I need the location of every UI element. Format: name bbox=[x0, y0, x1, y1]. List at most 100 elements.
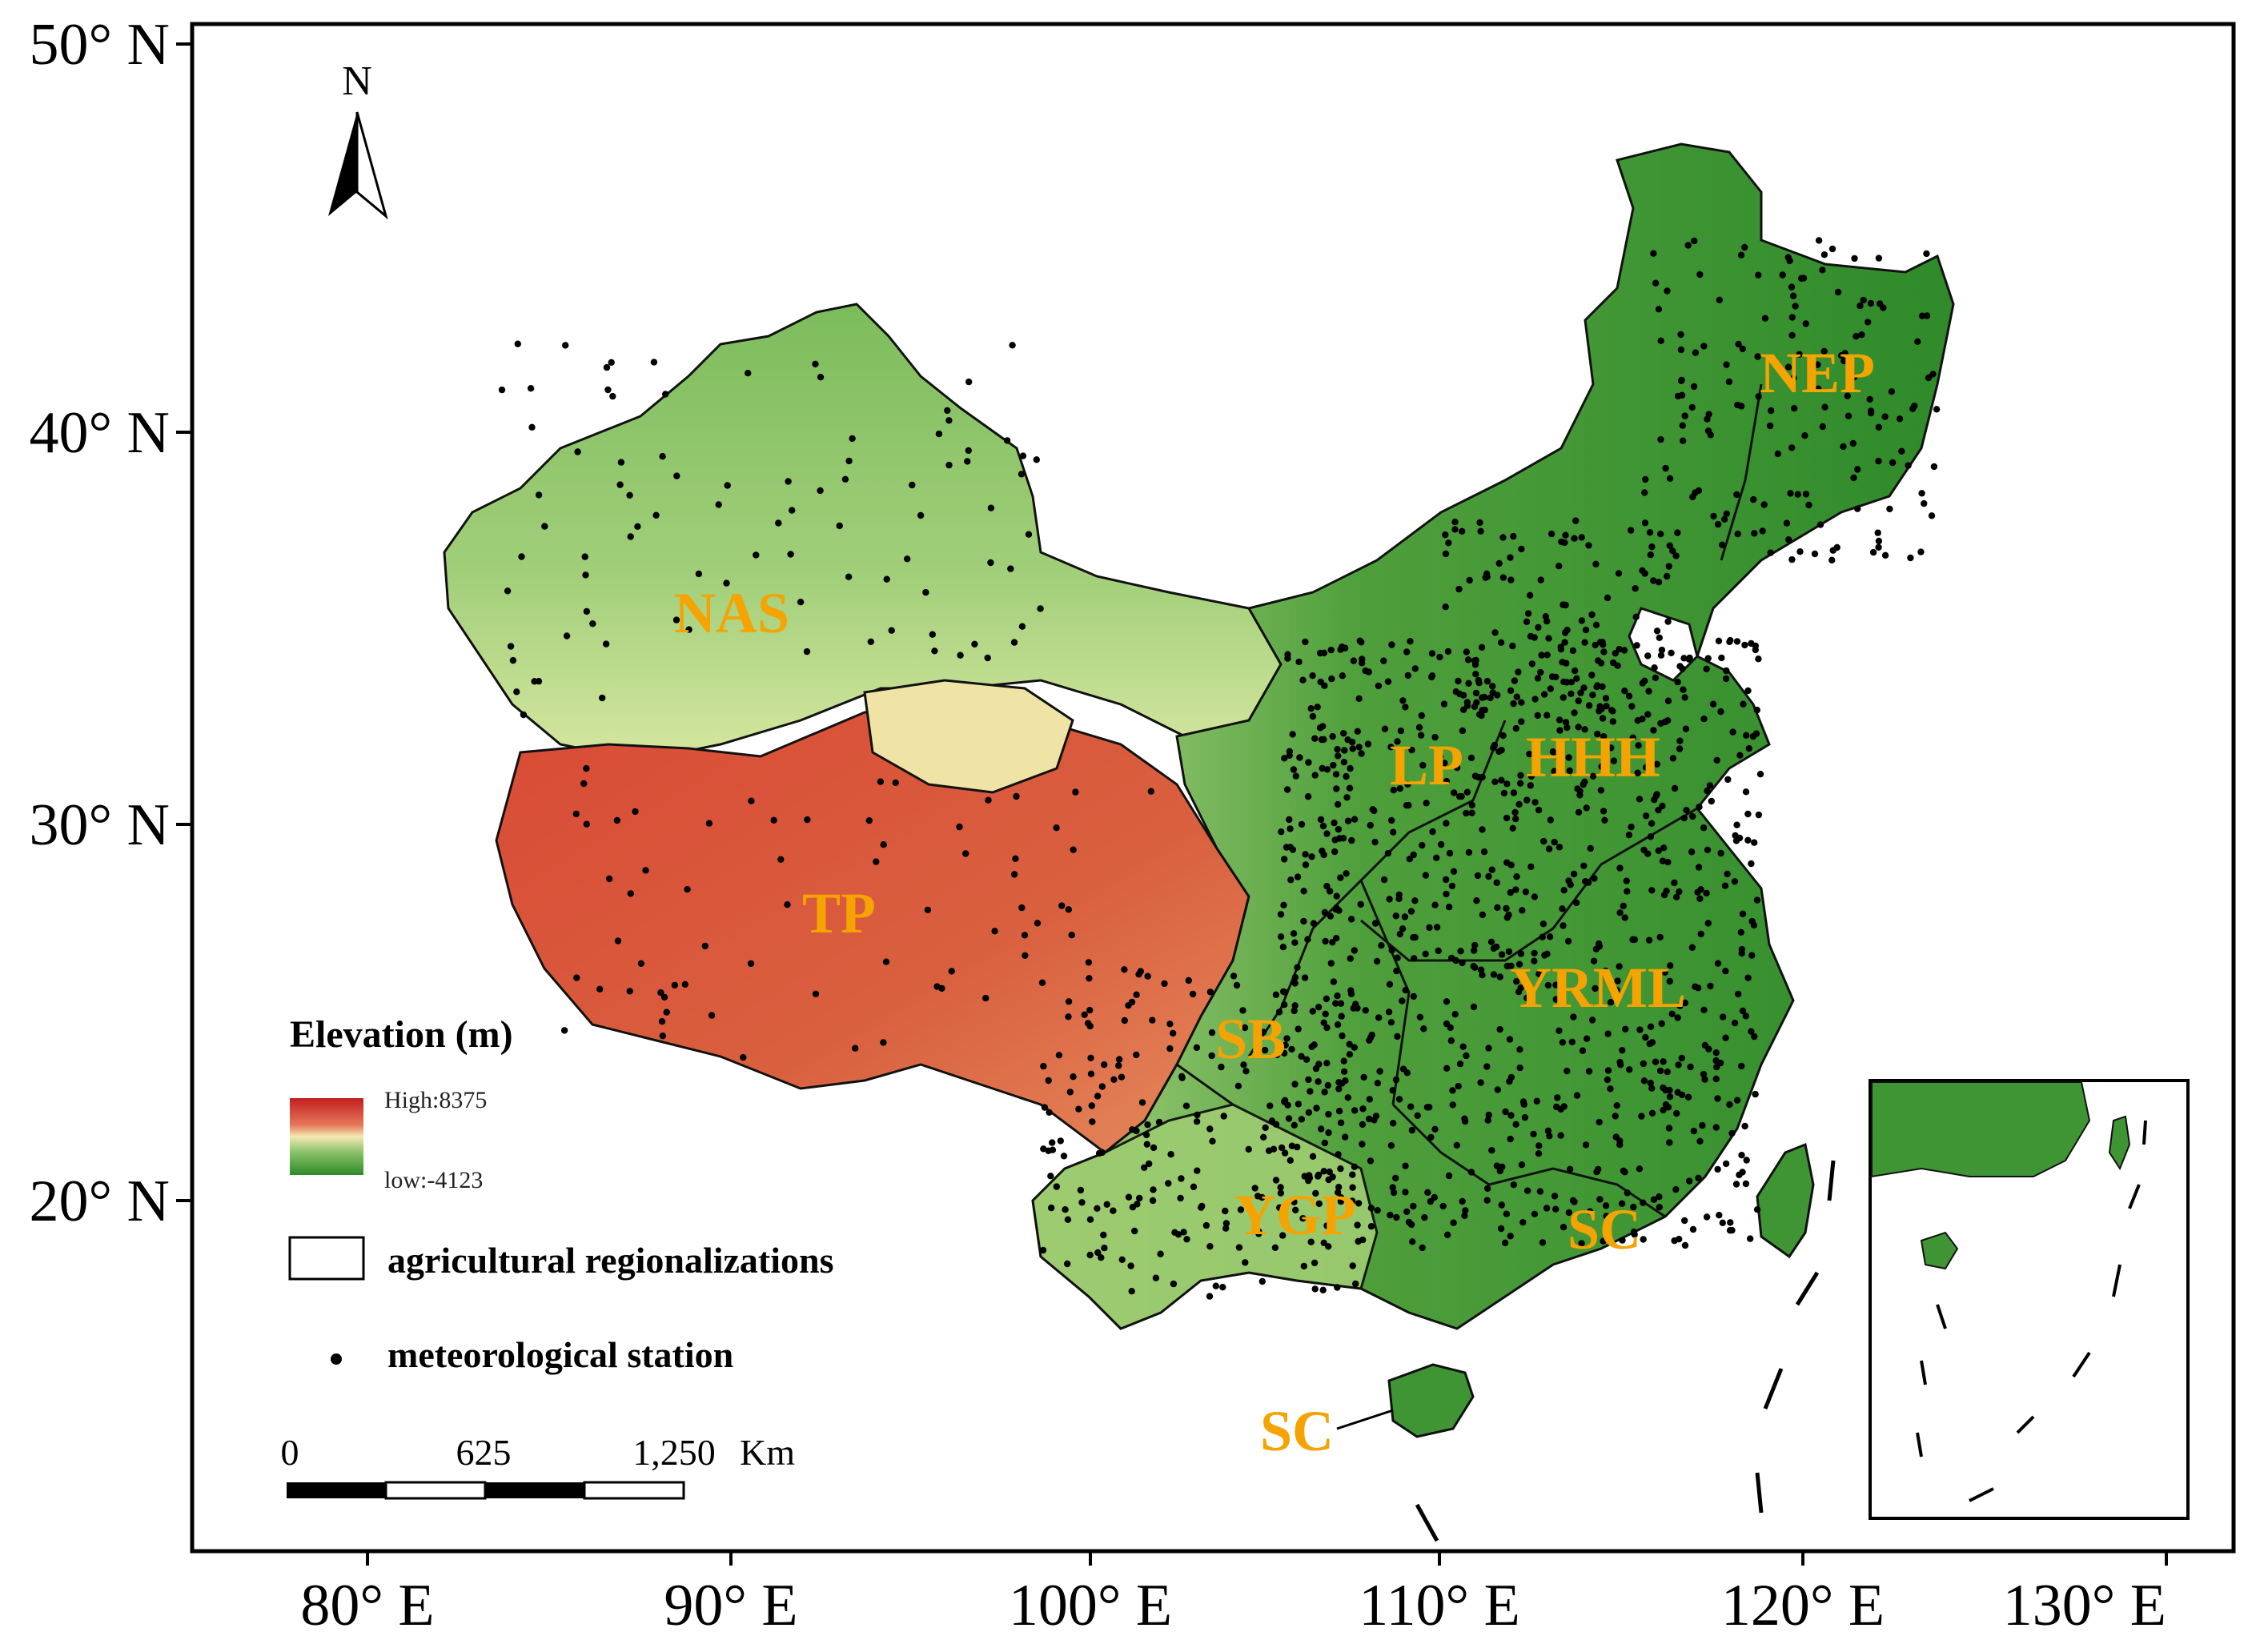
station-dot bbox=[1866, 395, 1873, 403]
station-dot bbox=[1650, 1196, 1658, 1204]
station-dot bbox=[1146, 1160, 1153, 1168]
station-dot bbox=[1324, 1081, 1332, 1089]
station-dot bbox=[1467, 1169, 1475, 1176]
station-dot bbox=[1209, 1137, 1216, 1145]
station-dot bbox=[1347, 987, 1355, 994]
station-dot bbox=[1287, 844, 1294, 851]
station-dot bbox=[1515, 960, 1523, 968]
station-dot bbox=[1094, 1205, 1101, 1213]
station-dot bbox=[1053, 824, 1060, 832]
station-dot bbox=[1048, 1204, 1055, 1212]
station-dot bbox=[1658, 646, 1666, 654]
station-dot bbox=[1462, 1207, 1469, 1214]
station-dot bbox=[1479, 826, 1486, 833]
station-dot bbox=[1851, 255, 1858, 263]
station-dot bbox=[1463, 648, 1471, 656]
station-dot bbox=[1653, 628, 1661, 635]
station-dot bbox=[1141, 1164, 1148, 1172]
station-dot bbox=[1332, 1000, 1339, 1007]
station-dot bbox=[1459, 706, 1467, 713]
station-dot bbox=[1515, 800, 1523, 808]
station-dot bbox=[1364, 740, 1372, 748]
station-dot bbox=[1674, 678, 1681, 686]
station-dot bbox=[1576, 792, 1584, 799]
station-dot bbox=[1590, 957, 1598, 964]
station-dot bbox=[1333, 935, 1340, 942]
station-dot bbox=[1755, 271, 1762, 279]
station-dot bbox=[1344, 817, 1352, 824]
station-dot bbox=[1507, 1073, 1515, 1081]
station-dot bbox=[1281, 1049, 1288, 1057]
legend-title: Elevation (m) bbox=[290, 1013, 513, 1056]
legend-boundary-swatch bbox=[288, 1236, 365, 1281]
station-dot bbox=[1451, 1011, 1459, 1018]
station-dot bbox=[723, 579, 730, 587]
station-dot bbox=[1680, 655, 1688, 662]
station-dot bbox=[1178, 1175, 1185, 1182]
station-dot bbox=[1625, 832, 1633, 839]
station-dot bbox=[1483, 1063, 1491, 1070]
station-dot bbox=[1716, 1212, 1723, 1219]
station-dot bbox=[1802, 491, 1810, 498]
station-dot bbox=[1507, 1135, 1514, 1143]
station-dot bbox=[1714, 1165, 1721, 1173]
station-dot bbox=[1626, 1066, 1633, 1073]
station-dot bbox=[1260, 1133, 1267, 1141]
station-dot bbox=[1595, 657, 1602, 664]
station-dot bbox=[1677, 377, 1685, 384]
station-dot bbox=[1579, 1047, 1587, 1054]
station-dot bbox=[1292, 1206, 1299, 1214]
station-dot bbox=[1662, 1087, 1669, 1094]
station-dot bbox=[1150, 1186, 1157, 1193]
station-dot bbox=[1399, 997, 1406, 1004]
station-dot bbox=[1335, 800, 1342, 808]
station-dot bbox=[1390, 1120, 1397, 1127]
station-dot bbox=[1317, 816, 1325, 824]
station-dot bbox=[1560, 922, 1567, 929]
station-dot bbox=[518, 553, 525, 560]
station-dot bbox=[605, 875, 613, 883]
station-dot bbox=[1351, 1044, 1359, 1051]
station-dot bbox=[583, 607, 591, 616]
station-dot bbox=[1419, 841, 1426, 849]
station-dot bbox=[1366, 1115, 1373, 1123]
station-dot bbox=[1292, 772, 1300, 780]
station-dot bbox=[1375, 1014, 1383, 1021]
station-dot bbox=[1456, 1061, 1464, 1068]
station-dot bbox=[1585, 542, 1592, 549]
scale-unit: Km bbox=[740, 1432, 795, 1473]
station-dot bbox=[1631, 936, 1639, 944]
station-dot bbox=[1136, 1194, 1143, 1202]
station-dot bbox=[784, 901, 791, 908]
station-dot bbox=[1291, 1002, 1299, 1009]
station-dot bbox=[1695, 984, 1702, 992]
station-dot bbox=[1512, 724, 1520, 732]
station-dot bbox=[1064, 1260, 1071, 1268]
station-dot bbox=[1155, 1118, 1163, 1126]
station-dot bbox=[1697, 886, 1704, 893]
station-dot bbox=[1502, 1108, 1509, 1116]
station-dot bbox=[1367, 1223, 1375, 1230]
station-dot bbox=[1349, 1262, 1356, 1269]
station-dot bbox=[1233, 981, 1241, 989]
station-dot bbox=[1290, 930, 1298, 937]
station-dot bbox=[1828, 245, 1836, 253]
station-dot bbox=[1077, 1186, 1085, 1194]
station-dot bbox=[1488, 866, 1495, 873]
station-dot bbox=[1331, 836, 1339, 844]
station-dot bbox=[1741, 1122, 1748, 1130]
station-dot bbox=[1615, 570, 1623, 577]
station-dot bbox=[1647, 1080, 1654, 1087]
station-dot bbox=[1918, 312, 1926, 319]
station-dot bbox=[984, 654, 991, 662]
station-dot bbox=[1660, 892, 1668, 899]
station-dot bbox=[1410, 1202, 1417, 1210]
station-dot bbox=[1298, 1053, 1305, 1061]
station-dot bbox=[1450, 868, 1458, 876]
station-dot bbox=[1478, 644, 1486, 651]
station-dot bbox=[877, 778, 885, 785]
station-dot bbox=[1380, 876, 1388, 884]
station-dot bbox=[1507, 687, 1515, 695]
station-dot bbox=[1369, 806, 1376, 813]
station-dot bbox=[1240, 1061, 1247, 1069]
